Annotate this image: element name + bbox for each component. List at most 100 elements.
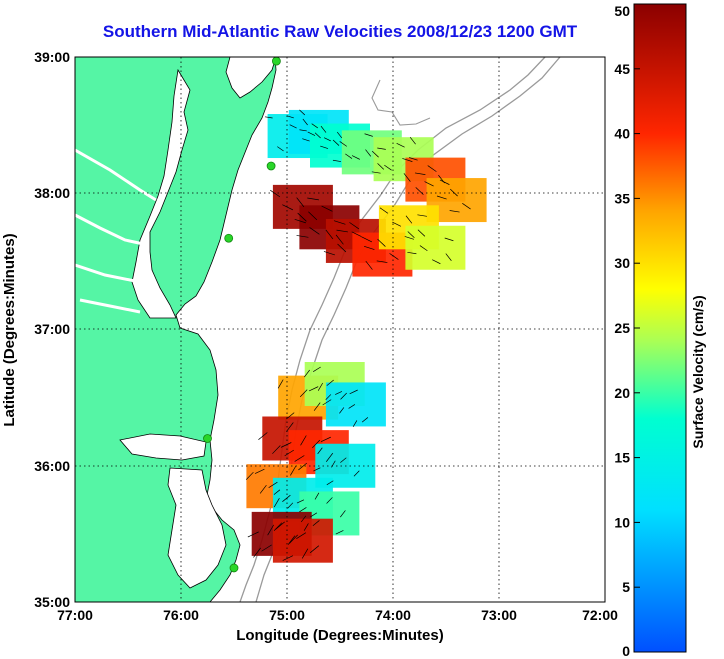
y-axis-label: Latitude (Degrees:Minutes) [1, 233, 18, 426]
velocity-arrow [299, 129, 307, 132]
velocity-arrow [377, 238, 386, 247]
velocity-arrow [282, 494, 291, 502]
colorbar-tick-label: 25 [614, 320, 630, 336]
velocity-arrow [325, 394, 332, 401]
velocity-arrow [339, 407, 345, 414]
velocity-arrow [332, 159, 342, 162]
x-tick-label: 73:00 [481, 607, 517, 623]
velocity-arrow [287, 535, 296, 545]
velocity-arrow [296, 235, 309, 238]
velocity-arrow [320, 436, 331, 443]
river [75, 148, 157, 202]
velocity-arrow [297, 212, 307, 222]
velocity-arrow [299, 109, 306, 116]
velocity-arrow [438, 174, 445, 184]
velocity-arrow [254, 468, 265, 474]
velocity-arrow [296, 197, 305, 208]
velocity-arrow [289, 124, 297, 129]
x-tick-label: 75:00 [269, 607, 305, 623]
velocity-arrow [402, 158, 413, 162]
velocity-arrow [335, 234, 344, 245]
velocity-arrow [312, 439, 321, 449]
velocity-arrow [339, 141, 348, 147]
velocity-arrow [404, 236, 415, 240]
velocity-arrow [245, 471, 254, 480]
velocity-arrow [317, 382, 324, 391]
velocity-arrow [439, 179, 450, 185]
velocity-arrow [424, 181, 434, 187]
velocity-arrow [303, 523, 309, 531]
velocity-arrow [313, 402, 321, 411]
velocity-vectors [245, 366, 369, 561]
velocity-arrow [290, 465, 297, 476]
velocity-arrow [379, 207, 389, 214]
velocity-arrow [301, 548, 309, 559]
station-marker [266, 161, 276, 171]
velocity-arrow [403, 173, 411, 182]
velocity-arrow [326, 497, 333, 504]
velocity-arrow [273, 498, 280, 508]
velocity-arrow [326, 480, 334, 486]
colorbar-tick-label: 45 [614, 61, 630, 77]
velocity-arrow [371, 150, 379, 158]
grid-lines [75, 57, 605, 602]
velocity-arrow [389, 253, 399, 260]
velocity-arrow [309, 227, 320, 235]
station-marker [272, 57, 281, 66]
velocity-arrow [299, 507, 307, 513]
velocity-arrow [253, 547, 261, 558]
velocity-arrow [377, 163, 385, 170]
velocity-arrow [352, 420, 358, 428]
velocity-arrow [353, 470, 360, 477]
velocity-arrow [310, 512, 318, 518]
velocity-arrow [336, 229, 348, 233]
velocity-regions [245, 109, 487, 563]
velocity-arrow [340, 392, 347, 400]
velocity-arrow [371, 171, 381, 174]
y-tick-label: 36:00 [34, 458, 70, 474]
velocity-region [246, 362, 386, 563]
velocity-arrow [361, 417, 369, 423]
velocity-arrow [376, 260, 388, 263]
velocity-arrow [396, 142, 405, 148]
velocity-arrow [409, 157, 418, 161]
x-tick-label: 74:00 [375, 607, 411, 623]
velocity-arrow [286, 422, 294, 432]
velocity-arrow [264, 116, 273, 119]
velocity-arrow [415, 187, 424, 195]
station-marker [229, 563, 239, 573]
velocity-arrow [289, 534, 298, 544]
velocity-arrow [317, 447, 323, 455]
chesapeake-bay [131, 68, 191, 319]
velocity-arrow [377, 147, 386, 150]
velocity-arrow [308, 211, 318, 221]
colorbar-tick-label: 50 [614, 3, 630, 19]
y-tick-label: 35:00 [34, 594, 70, 610]
velocity-arrow [307, 131, 316, 136]
velocity-arrow [407, 231, 415, 239]
velocity-arrow [364, 133, 373, 137]
velocity-arrow [286, 115, 294, 119]
pamlico-sound [167, 467, 227, 589]
velocity-arrow [296, 532, 307, 539]
velocity-arrow [417, 214, 427, 217]
velocity-arrow [307, 197, 319, 201]
velocity-arrow [419, 245, 428, 252]
velocity-arrow [323, 251, 336, 256]
velocity-arrow [325, 452, 334, 462]
plot-frame [74, 56, 606, 603]
velocity-arrow [409, 136, 416, 145]
colorbar-tick-label: 20 [614, 385, 630, 401]
velocity-arrow [340, 510, 346, 518]
velocity-arrow [313, 467, 321, 472]
velocity-arrow [335, 391, 343, 395]
velocity-arrow [323, 137, 331, 142]
velocity-arrow [268, 481, 278, 488]
velocity-arrow [326, 379, 334, 386]
velocity-arrow [340, 457, 347, 463]
velocity-arrow [349, 222, 360, 230]
colorbar-tick-label: 0 [622, 643, 630, 659]
colorbar-tick-label: 5 [622, 579, 630, 595]
y-tick-label: 38:00 [34, 185, 70, 201]
